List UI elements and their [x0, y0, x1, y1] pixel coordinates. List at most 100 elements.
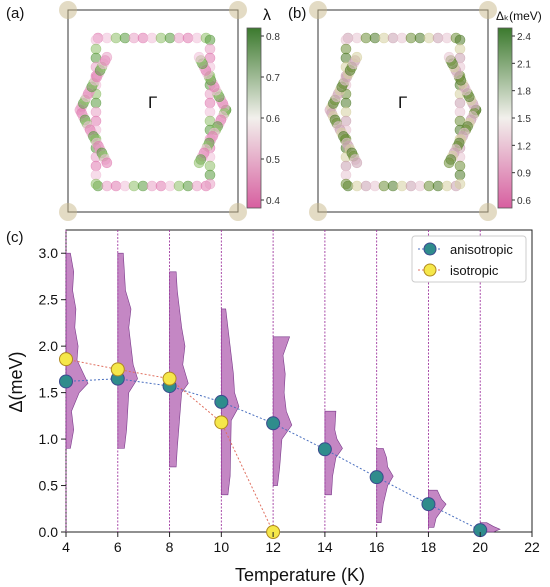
fermi-point — [90, 97, 102, 109]
y-tick-label-1.5: 1.5 — [39, 385, 59, 401]
panel-b-gamma-label: Γ — [398, 93, 407, 112]
cb-tick-label-0.5: 0.5 — [266, 155, 280, 166]
fermi-point — [101, 32, 113, 44]
y-tick-label-0.0: 0.0 — [39, 524, 59, 540]
y-tick-label-2.5: 2.5 — [39, 292, 59, 308]
corner-pocket — [479, 203, 497, 221]
y-axis-ticks: 0.0 0.5 1.0 1.5 2.0 2.5 3.0 — [39, 245, 66, 540]
fermi-point — [90, 178, 102, 190]
point-anisotropic-T18 — [421, 497, 436, 512]
fermi-point — [454, 160, 466, 172]
fermi-point — [396, 180, 408, 192]
fermi-point — [137, 32, 149, 44]
cb-tick-label-0.7: 0.7 — [266, 73, 280, 84]
fermi-point — [441, 180, 453, 192]
point-isotropic-T8 — [162, 371, 177, 386]
fermi-point — [454, 97, 466, 109]
fermi-point — [340, 178, 352, 190]
panel-a: (a) Γ λ 0.8 0.7 0.6 0.5 0.4 — [6, 1, 280, 221]
fermi-point — [155, 32, 167, 44]
gap-distribution-T8 — [169, 271, 189, 468]
fermi-point — [173, 180, 185, 192]
fermi-point — [204, 169, 216, 181]
fermi-point — [101, 180, 113, 192]
fermi-point — [454, 106, 466, 118]
fermi-point — [360, 32, 372, 44]
fermi-point — [351, 32, 363, 44]
gap-distribution-T12 — [272, 336, 293, 486]
panel-b-colorbar-title: Δₖ(meV) — [496, 9, 542, 23]
fermi-point — [204, 160, 216, 172]
fermi-point — [119, 180, 131, 192]
fermi-surface-a — [59, 1, 247, 221]
y-tick-label-2.0: 2.0 — [39, 338, 59, 354]
fermi-point — [90, 43, 102, 55]
fermi-point — [340, 97, 352, 109]
panel-b-label: (b) — [288, 5, 306, 22]
cb-tick-label-0.8: 0.8 — [266, 32, 280, 43]
series-line-anisotropic — [65, 378, 481, 531]
fermi-point — [128, 32, 140, 44]
fermi-point — [378, 32, 390, 44]
x-tick-label-12: 12 — [265, 539, 281, 555]
fermi-point — [414, 32, 426, 44]
fermi-point — [454, 178, 466, 190]
panel-a-colorbar-title: λ — [263, 7, 271, 24]
fermi-point — [454, 43, 466, 55]
x-tick-label-22: 22 — [524, 539, 540, 555]
panel-a-colorbar-ticks: 0.8 0.7 0.6 0.5 0.4 — [261, 32, 280, 207]
fermi-point — [443, 157, 455, 169]
fermi-point — [110, 180, 122, 192]
fermi-point — [204, 178, 216, 190]
x-tick-label-4: 4 — [62, 539, 70, 555]
fermi-point — [396, 32, 408, 44]
x-tick-label-14: 14 — [317, 539, 333, 555]
y-tick-label-1.0: 1.0 — [39, 431, 59, 447]
cb-tick-label-0.4: 0.4 — [266, 196, 280, 207]
legend-label-anisotropic: anisotropic — [450, 242, 513, 257]
point-anisotropic-T14 — [317, 442, 332, 457]
fermi-point — [340, 34, 352, 46]
point-anisotropic-T4 — [59, 374, 73, 389]
point-isotropic-T10 — [214, 415, 229, 430]
fermi-point — [443, 51, 455, 63]
point-isotropic-T4 — [59, 352, 73, 367]
fermi-point — [182, 32, 194, 44]
fermi-point — [405, 180, 417, 192]
fermi-point — [378, 180, 390, 192]
x-tick-label-18: 18 — [421, 539, 437, 555]
y-tick-label-0.5: 0.5 — [39, 478, 59, 494]
panel-c-label: (c) — [6, 229, 24, 246]
corner-pocket — [309, 203, 327, 221]
fermi-point — [423, 180, 435, 192]
panel-b-colorbar — [497, 27, 513, 209]
fermi-point — [204, 97, 216, 109]
x-tick-label-16: 16 — [369, 539, 385, 555]
gap-distribution-T4 — [65, 252, 89, 449]
cb-tick-label-0.6: 0.6 — [517, 196, 531, 207]
fermi-point — [90, 106, 102, 118]
fermi-point — [191, 32, 203, 44]
fermi-point — [182, 180, 194, 192]
point-isotropic-T6 — [110, 362, 125, 377]
fermi-point — [369, 180, 381, 192]
legend-marker-anisotropic — [423, 242, 437, 256]
fermi-point — [204, 34, 216, 46]
corner-pocket — [59, 203, 77, 221]
x-tick-label-10: 10 — [214, 539, 230, 555]
cb-tick-label-1.8: 1.8 — [517, 87, 531, 98]
legend-box — [411, 235, 527, 283]
panel-b: (b) Γ Δₖ(meV) 2.4 2.1 1.8 1.5 1.2 0.9 0.6 — [288, 1, 542, 221]
fermi-point — [340, 106, 352, 118]
fermi-point — [387, 32, 399, 44]
cb-tick-label-1.5: 1.5 — [517, 114, 531, 125]
fermi-point — [146, 32, 158, 44]
fermi-point — [146, 180, 158, 192]
fermi-point — [101, 51, 113, 63]
fermi-point — [128, 180, 140, 192]
fermi-point — [191, 180, 203, 192]
x-tick-label-20: 20 — [472, 539, 488, 555]
cb-tick-label-2.4: 2.4 — [517, 32, 531, 43]
gap-distribution-T6 — [117, 252, 138, 449]
y-tick-label-3.0: 3.0 — [39, 245, 59, 261]
